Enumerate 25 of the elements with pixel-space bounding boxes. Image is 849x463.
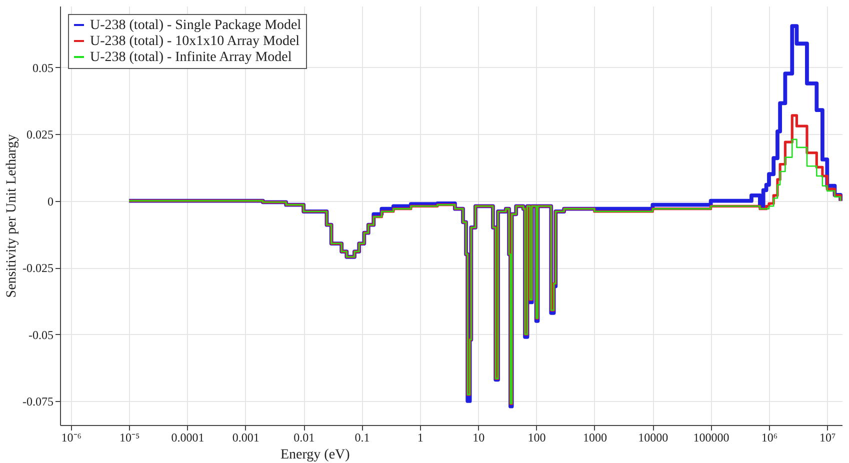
y-tick-label: -0.075 — [22, 394, 54, 408]
x-tick-label: 0.1 — [354, 430, 370, 444]
legend-label: U-238 (total) - Infinite Array Model — [90, 50, 292, 65]
y-tick-label: -0.025 — [22, 261, 54, 276]
x-tick-label: 10000 — [638, 430, 668, 444]
x-tick-label: 10⁷ — [820, 430, 836, 444]
x-tick-label: 10⁶ — [761, 430, 778, 444]
x-tick-label: 10 — [472, 430, 485, 444]
y-axis-title: Sensitivity per Unit Lethargy — [4, 134, 20, 298]
y-tick-label: 0 — [48, 194, 54, 208]
y-tick-label: -0.05 — [28, 328, 54, 342]
x-tick-label: 1000 — [582, 430, 607, 444]
y-tick-label: 0.025 — [26, 128, 54, 142]
x-tick-label: 10⁻⁵ — [119, 430, 140, 444]
y-tick-label: 0.05 — [32, 60, 54, 75]
legend-label: U-238 (total) - Single Package Model — [90, 18, 302, 33]
x-axis-title: Energy (eV) — [280, 448, 350, 462]
x-tick-label: 0.0001 — [171, 430, 204, 444]
x-tick-label: 100000 — [693, 430, 730, 444]
x-tick-label: 0.001 — [232, 430, 260, 444]
legend-label: U-238 (total) - 10x1x10 Array Model — [90, 34, 300, 49]
x-tick-label: 0.01 — [294, 430, 315, 444]
x-tick-label: 100 — [528, 430, 546, 444]
x-tick-label: 1 — [417, 430, 424, 444]
x-tick-label: 10⁻⁶ — [61, 430, 82, 444]
